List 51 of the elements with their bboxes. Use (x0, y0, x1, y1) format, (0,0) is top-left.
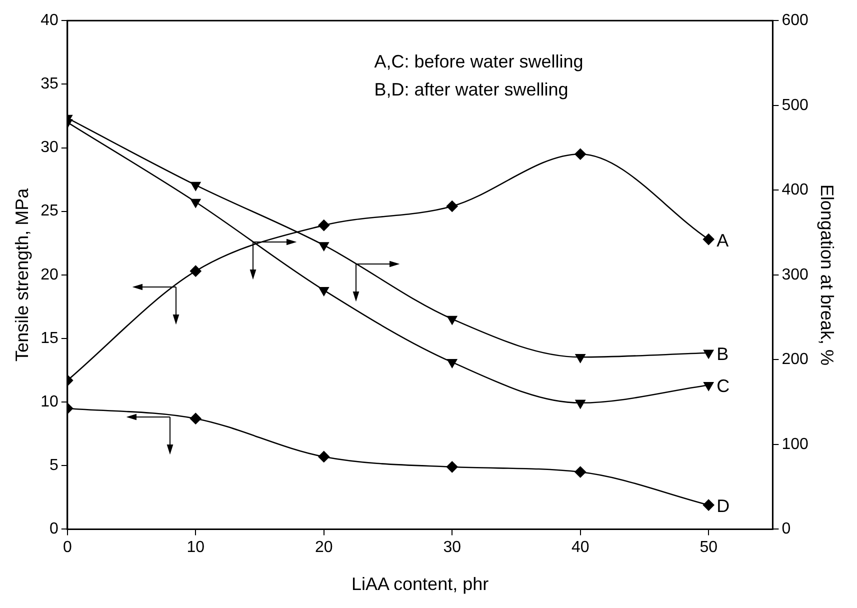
y2-axis-title: Elongation at break, % (817, 184, 838, 366)
point (446, 461, 458, 473)
y2-tick-label: 600 (782, 12, 808, 30)
series-label: C (716, 376, 730, 396)
y-axis-title: Tensile strength, MPa (12, 187, 32, 362)
x-tick-label: 10 (186, 539, 205, 556)
point (702, 499, 714, 511)
x-tick-label: 50 (700, 539, 718, 556)
point (318, 451, 330, 462)
series-label: A (716, 230, 729, 250)
y-tick-label: 20 (40, 266, 58, 284)
y-tick-label: 40 (40, 12, 58, 30)
y2-tick-label: 0 (782, 520, 791, 538)
y-tick-label: 15 (40, 330, 58, 347)
point (574, 466, 586, 478)
annotation: A,C: before water swelling (374, 52, 584, 72)
x-tick-label: 40 (571, 539, 590, 556)
point (318, 242, 329, 251)
point (702, 234, 714, 245)
y-tick-label: 30 (40, 139, 58, 156)
y-tick-label: 35 (40, 76, 58, 93)
x-axis-title: LiAA content, phr (352, 574, 489, 594)
x-tick-label: 0 (62, 539, 72, 556)
y-tick-label: 5 (49, 457, 58, 474)
series-label: D (716, 496, 730, 516)
y-tick-label: 0 (49, 520, 58, 538)
x-tick-label: 20 (314, 539, 333, 556)
point (575, 354, 586, 363)
point (704, 350, 714, 359)
y-tick-label: 25 (40, 202, 58, 220)
point (190, 182, 201, 191)
point (318, 287, 329, 296)
annotation: B,D: after water swelling (374, 80, 568, 100)
point (190, 265, 202, 277)
point (190, 412, 202, 424)
point (190, 198, 201, 208)
point (574, 148, 586, 160)
point (447, 316, 458, 325)
y2-tick-label: 100 (782, 436, 808, 453)
y2-tick-label: 200 (782, 351, 808, 368)
y-tick-label: 10 (40, 393, 58, 410)
point (318, 220, 330, 231)
point (447, 359, 458, 368)
point (704, 382, 714, 391)
y2-tick-label: 400 (782, 182, 808, 199)
point (446, 200, 458, 212)
series-label: B (716, 344, 729, 364)
y2-tick-label: 300 (782, 266, 808, 284)
point (575, 400, 586, 409)
y2-tick-label: 500 (782, 96, 808, 114)
x-tick-label: 30 (443, 539, 462, 556)
